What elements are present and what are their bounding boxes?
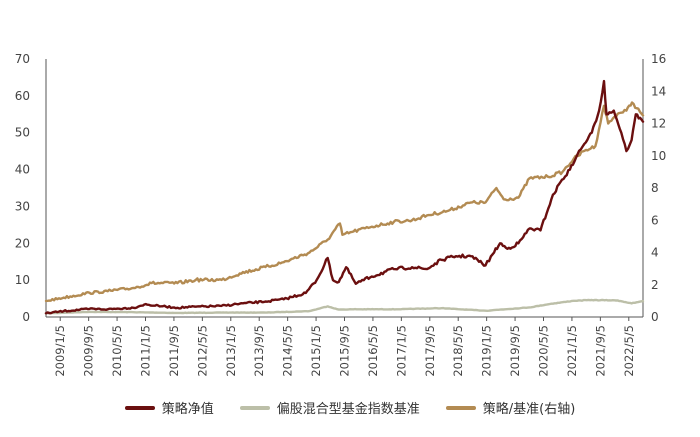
chart-legend: 策略净值 偏股混合型基金指数基准 策略/基准(右轴) — [0, 398, 700, 417]
legend-item-strategy: 策略净值 — [124, 398, 214, 417]
y-right-tick-label: 12 — [651, 117, 666, 131]
y-left-tick-label: 50 — [15, 126, 30, 140]
x-tick-label: 2022/5/5 — [622, 325, 636, 377]
x-tick-label: 2016/5/5 — [366, 325, 380, 377]
y-right-tick-label: 6 — [651, 213, 659, 227]
x-tick-label: 2009/9/5 — [82, 325, 96, 377]
x-tick-label: 2009/1/5 — [53, 325, 67, 377]
right-y-axis: 0 2 4 6 8 10 12 14 16 — [642, 52, 666, 324]
y-right-tick-label: 4 — [651, 246, 659, 260]
x-tick-label: 2015/9/5 — [338, 325, 352, 377]
y-left-tick-label: 60 — [15, 89, 30, 103]
x-tick-label: 2013/1/5 — [224, 325, 238, 377]
series-line-benchmark — [44, 298, 645, 315]
x-tick-label: 2021/9/5 — [593, 325, 607, 377]
x-tick-label: 2020/5/5 — [537, 325, 551, 377]
legend-swatch-ratio — [445, 405, 476, 410]
x-axis: 2009/1/5 2009/9/5 2010/5/5 2011/1/5 2011/9/5… — [46, 316, 643, 377]
x-tick-label: 2013/9/5 — [252, 325, 266, 377]
legend-label-ratio: 策略/基准(右轴) — [482, 402, 576, 417]
legend-swatch-strategy — [124, 405, 155, 410]
legend-item-benchmark: 偏股混合型基金指数基准 — [239, 398, 420, 417]
x-tick-label: 2011/9/5 — [167, 325, 181, 377]
y-right-tick-label: 8 — [651, 181, 659, 195]
y-right-tick-label: 16 — [651, 52, 666, 66]
legend-label-benchmark: 偏股混合型基金指数基准 — [276, 402, 420, 417]
x-tick-label: 2017/1/5 — [394, 325, 408, 377]
x-tick-label: 2018/5/5 — [451, 325, 465, 377]
y-right-tick-label: 14 — [651, 84, 666, 98]
x-tick-label: 2021/1/5 — [565, 325, 579, 377]
series-line-ratio — [44, 101, 645, 303]
legend-swatch-benchmark — [239, 405, 270, 410]
x-tick-label: 2017/9/5 — [423, 325, 437, 377]
y-right-tick-label: 0 — [651, 310, 659, 324]
y-right-tick-label: 10 — [651, 149, 666, 163]
series-line-strategy — [44, 79, 645, 315]
x-tick-label: 2019/1/5 — [480, 325, 494, 377]
y-left-tick-label: 10 — [15, 273, 30, 287]
y-left-tick-label: 40 — [15, 163, 30, 177]
series-lines — [44, 79, 645, 315]
x-tick-label: 2019/9/5 — [508, 325, 522, 377]
y-left-tick-label: 20 — [15, 236, 30, 250]
y-left-tick-label: 30 — [15, 199, 30, 213]
x-tick-label: 2014/5/5 — [281, 325, 295, 377]
legend-label-strategy: 策略净值 — [161, 402, 214, 417]
y-left-tick-label: 0 — [22, 310, 30, 324]
x-tick-label: 2010/5/5 — [110, 325, 124, 377]
y-right-tick-label: 2 — [651, 278, 659, 292]
y-left-tick-label: 70 — [15, 52, 30, 66]
x-tick-label: 2015/1/5 — [309, 325, 323, 377]
legend-item-ratio: 策略/基准(右轴) — [445, 398, 576, 417]
x-tick-label: 2011/1/5 — [139, 325, 153, 377]
left-y-axis: 0 10 20 30 40 50 60 70 — [15, 52, 47, 324]
x-tick-label: 2012/5/5 — [195, 325, 209, 377]
